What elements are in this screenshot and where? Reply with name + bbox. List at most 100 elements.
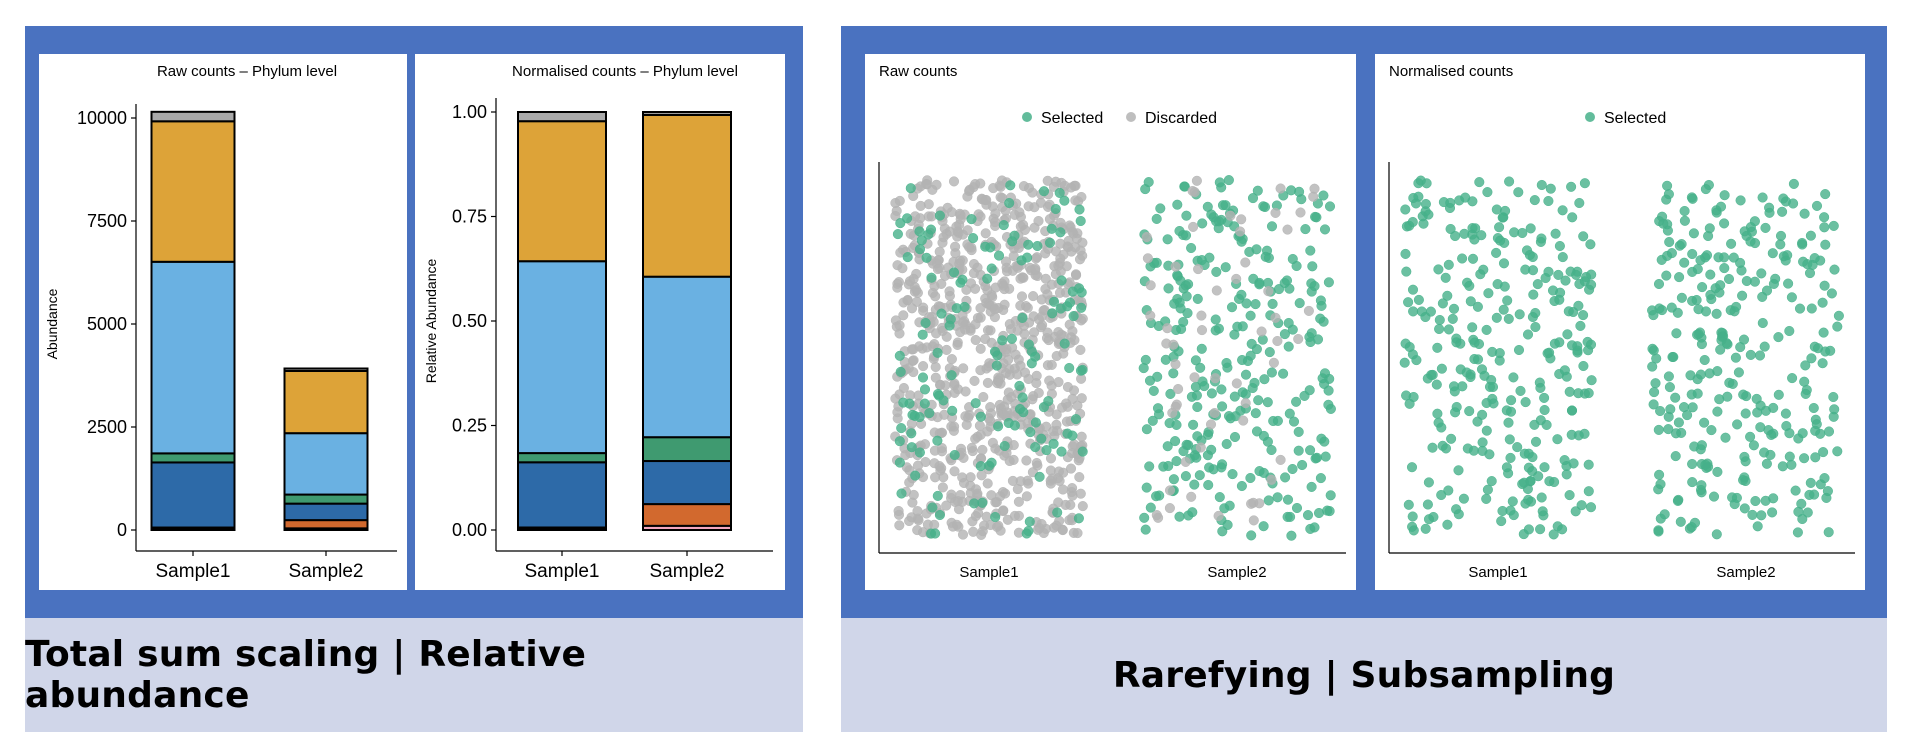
point-sample2-selected xyxy=(1717,331,1728,342)
point-sample1-selected xyxy=(1487,393,1498,404)
point-sample1-discarded xyxy=(1071,233,1082,244)
point-sample1-discarded xyxy=(1030,263,1041,274)
point-sample2-selected xyxy=(1153,320,1164,332)
point-sample2-selected xyxy=(1650,378,1661,389)
point-sample1-selected xyxy=(1432,342,1443,353)
point-sample2-selected xyxy=(1258,430,1269,441)
point-sample2-selected xyxy=(1778,251,1789,262)
point-sample2-selected xyxy=(1682,410,1693,421)
point-sample1-selected xyxy=(932,347,943,358)
point-sample1-selected xyxy=(1527,311,1538,323)
point-sample2-selected xyxy=(1162,234,1173,245)
point-sample2-selected xyxy=(1820,239,1831,250)
legend-label-selected: Selected xyxy=(1604,110,1666,127)
point-sample1-discarded xyxy=(1005,324,1017,335)
point-sample2-selected xyxy=(1687,458,1698,470)
point-sample1-selected xyxy=(914,412,925,423)
point-sample1-selected xyxy=(1564,490,1575,501)
point-sample1-discarded xyxy=(931,179,942,190)
point-sample2-selected xyxy=(1700,252,1711,263)
legend-label-discarded: Discarded xyxy=(1145,110,1217,127)
point-sample1-selected xyxy=(1420,206,1431,217)
y-tick-label: 1.00 xyxy=(452,102,487,122)
normalised-counts-scatter-svg: Normalised counts Selected Sample1 Sample2 xyxy=(1388,63,1855,581)
point-sample1-selected xyxy=(1062,301,1073,312)
point-sample2-discarded xyxy=(1162,323,1173,334)
point-sample1-discarded xyxy=(1023,182,1035,194)
normalised-counts-bar-svg: Normalised counts – Phylum level Relative… xyxy=(423,63,773,582)
point-sample1-discarded xyxy=(950,496,961,507)
point-sample1-selected xyxy=(1585,339,1597,350)
point-sample2-selected xyxy=(1786,459,1797,470)
point-sample1-selected xyxy=(1527,251,1538,263)
point-sample1-selected xyxy=(1492,233,1503,244)
point-sample2-selected xyxy=(1311,212,1322,223)
point-sample1-selected xyxy=(1450,230,1461,242)
point-sample1-selected xyxy=(1474,177,1485,188)
point-sample2-selected xyxy=(1164,418,1175,429)
point-sample2-selected xyxy=(1140,524,1151,535)
point-sample1-selected xyxy=(1455,364,1466,375)
point-sample1-discarded xyxy=(893,277,904,288)
point-sample2-selected xyxy=(1674,272,1685,283)
point-sample1-discarded xyxy=(1067,490,1078,501)
point-sample2-selected xyxy=(1317,373,1328,384)
point-sample1-selected xyxy=(894,457,905,468)
point-sample1-discarded xyxy=(1029,202,1040,213)
point-sample2-selected xyxy=(1315,313,1326,324)
point-sample1-discarded xyxy=(930,291,941,302)
point-sample1-selected xyxy=(1056,275,1067,286)
point-sample2-selected xyxy=(1705,289,1716,300)
point-sample1-selected xyxy=(1006,333,1017,344)
point-sample2-selected xyxy=(1699,354,1710,366)
point-sample2-selected xyxy=(1189,479,1200,490)
point-sample1-selected xyxy=(1403,499,1414,510)
point-sample2-selected xyxy=(1662,180,1673,191)
x-tick-label: Sample2 xyxy=(1716,564,1775,581)
point-sample2-selected xyxy=(1829,264,1840,275)
point-sample2-selected xyxy=(1711,205,1722,216)
point-sample2-selected xyxy=(1757,192,1768,203)
point-sample2-selected xyxy=(1711,308,1722,319)
point-sample2-selected xyxy=(1216,384,1227,395)
point-sample2-selected xyxy=(1722,339,1733,350)
y-axis-label: Relative Abundance xyxy=(423,259,439,384)
point-sample1-discarded xyxy=(978,391,989,403)
point-sample1-selected xyxy=(1515,385,1526,396)
point-sample1-discarded xyxy=(898,310,909,321)
point-sample1-selected xyxy=(946,370,957,381)
point-sample2-selected xyxy=(1752,521,1763,532)
point-sample2-selected xyxy=(1661,270,1672,281)
point-sample2-selected xyxy=(1800,388,1811,399)
point-sample1-discarded xyxy=(1077,501,1088,512)
point-sample2-selected xyxy=(1663,189,1674,200)
point-sample2-discarded xyxy=(1246,498,1257,509)
bar-segment-sample1-4 xyxy=(517,260,607,455)
point-sample2-discarded xyxy=(1209,407,1220,419)
point-sample1-discarded xyxy=(970,334,981,346)
point-sample2-selected xyxy=(1666,248,1677,259)
point-sample2-discarded xyxy=(1231,378,1242,389)
point-sample1-selected xyxy=(1583,388,1594,399)
point-sample2-selected xyxy=(1291,396,1302,407)
point-sample1-selected xyxy=(1401,266,1412,277)
point-sample1-discarded xyxy=(1015,221,1026,232)
point-sample1-selected xyxy=(1530,436,1542,447)
point-sample1-discarded xyxy=(902,295,913,306)
x-tick-label: Sample2 xyxy=(650,561,725,582)
point-sample2-selected xyxy=(1195,362,1206,373)
chart-title: Normalised counts – Phylum level xyxy=(512,63,738,80)
point-sample2-selected xyxy=(1658,218,1669,229)
point-sample2-selected xyxy=(1797,513,1808,525)
point-sample1-selected xyxy=(1406,462,1418,473)
point-sample2-selected xyxy=(1180,230,1192,241)
point-sample2-selected xyxy=(1692,264,1703,275)
point-sample1-selected xyxy=(1549,476,1560,488)
point-sample2-selected xyxy=(1186,391,1197,402)
point-sample2-selected xyxy=(1799,208,1810,219)
point-sample1-selected xyxy=(1535,524,1546,535)
point-sample1-discarded xyxy=(1061,398,1072,409)
point-sample1-selected xyxy=(932,490,943,501)
point-sample1-selected xyxy=(1498,304,1509,315)
point-sample2-selected xyxy=(1812,343,1824,354)
